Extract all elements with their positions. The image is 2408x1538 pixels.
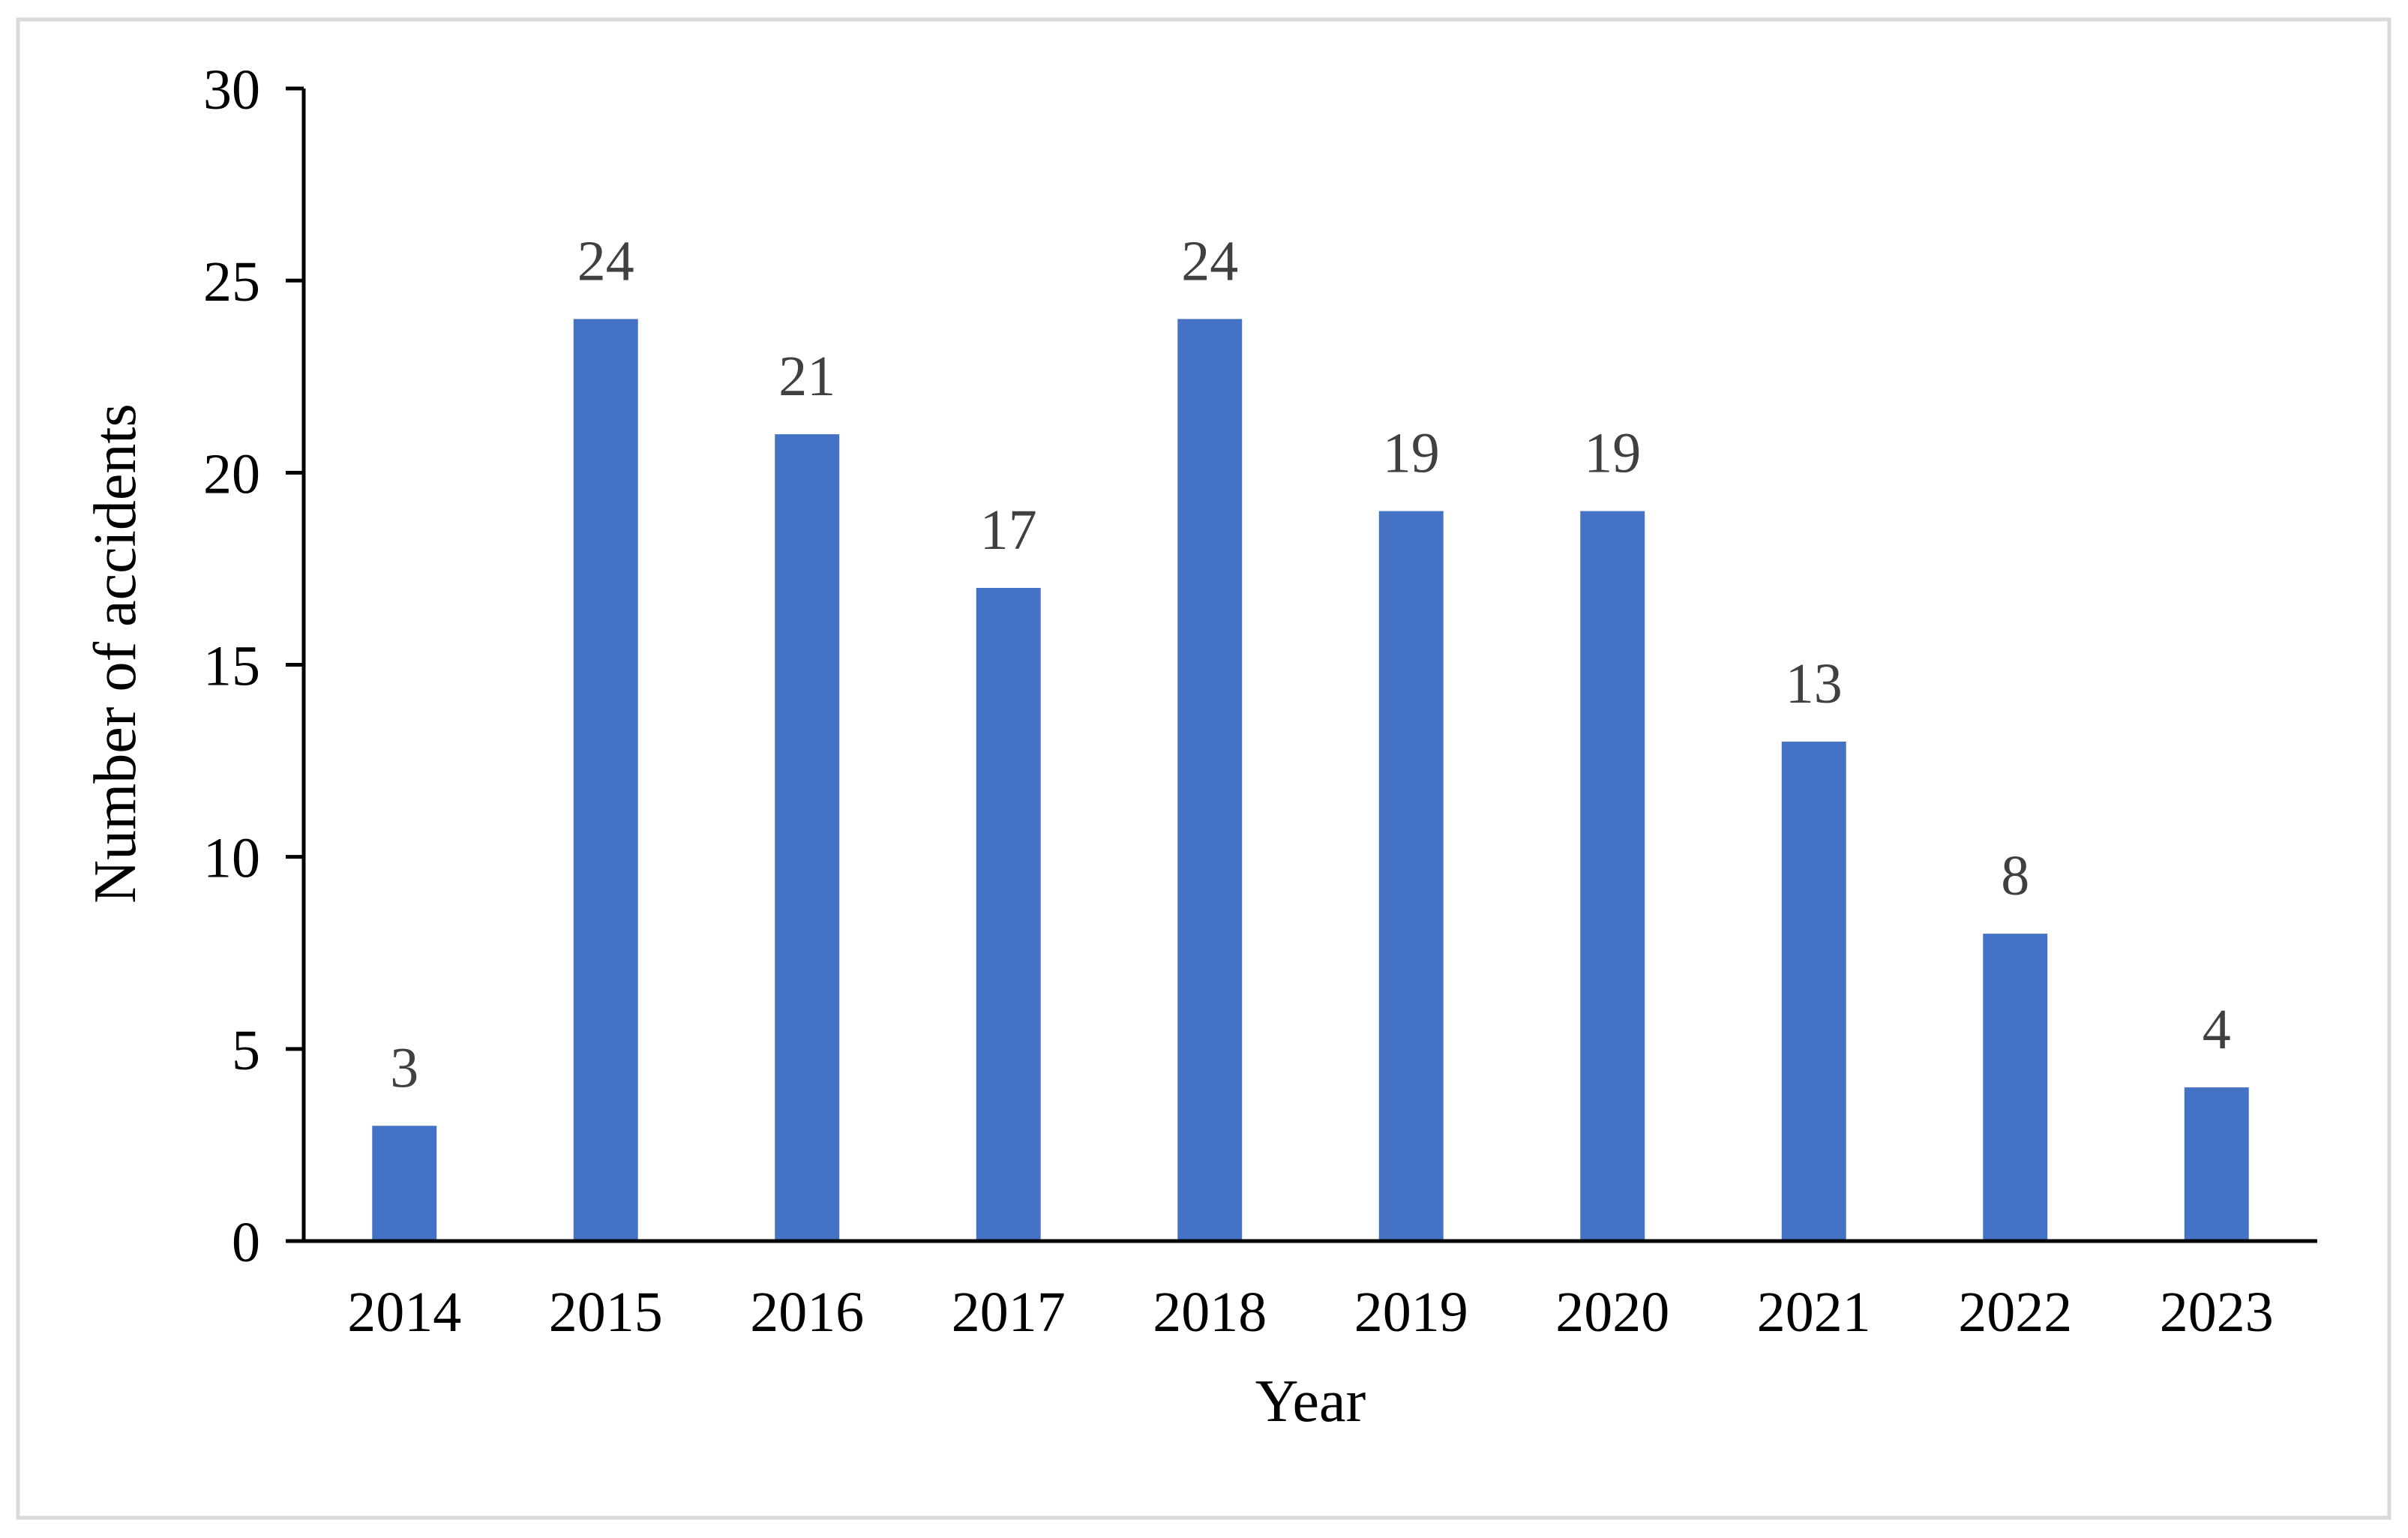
data-label: 19 (1584, 422, 1641, 485)
x-tick-label: 2019 (1354, 1281, 1468, 1344)
y-tick-label: 30 (203, 58, 260, 121)
x-tick-label: 2017 (952, 1281, 1066, 1344)
x-tick-label: 2022 (1958, 1281, 2072, 1344)
bar-2014 (372, 1126, 437, 1241)
x-tick-label: 2023 (2160, 1281, 2274, 1344)
x-axis-title: Year (1255, 1369, 1366, 1435)
bar-2017 (976, 588, 1041, 1241)
bar-2015 (573, 319, 638, 1241)
bar-2016 (775, 434, 840, 1241)
data-label: 24 (1181, 229, 1238, 292)
data-label: 24 (577, 229, 634, 292)
y-tick-label: 10 (203, 827, 260, 890)
data-labels-group: 3 24 21 17 24 19 19 13 8 4 (390, 229, 2231, 1099)
x-tick-label: 2014 (347, 1281, 461, 1344)
y-tick-label: 15 (203, 635, 260, 698)
bar-2020 (1580, 511, 1645, 1241)
y-tick-label: 20 (203, 442, 260, 505)
x-ticks-group: 2014 2015 2016 2017 2018 2019 2020 2021 2022 2023 (347, 1281, 2274, 1344)
x-tick-label: 2020 (1555, 1281, 1669, 1344)
bar-2019 (1378, 511, 1444, 1241)
y-tick-label: 5 (232, 1019, 260, 1082)
y-tick-label: 25 (203, 250, 260, 313)
data-label: 4 (2203, 998, 2231, 1061)
bar-2018 (1177, 319, 1243, 1241)
y-tick-label: 0 (232, 1211, 260, 1274)
bars-group (372, 319, 2249, 1241)
data-label: 8 (2001, 844, 2029, 907)
x-tick-label: 2021 (1757, 1281, 1871, 1344)
data-label: 19 (1383, 422, 1440, 485)
data-label: 13 (1786, 652, 1843, 715)
x-tick-label: 2016 (750, 1281, 864, 1344)
data-label: 17 (980, 499, 1037, 562)
x-tick-label: 2018 (1153, 1281, 1267, 1344)
y-axis-title: Number of accidents (82, 403, 148, 903)
bar-2023 (2184, 1087, 2249, 1241)
data-label: 3 (390, 1036, 418, 1099)
bar-2021 (1781, 741, 1846, 1241)
y-ticks-group: 0 5 10 15 20 25 30 (203, 58, 304, 1274)
bar-2022 (1983, 934, 2048, 1241)
data-label: 21 (778, 345, 835, 408)
x-tick-label: 2015 (549, 1281, 663, 1344)
